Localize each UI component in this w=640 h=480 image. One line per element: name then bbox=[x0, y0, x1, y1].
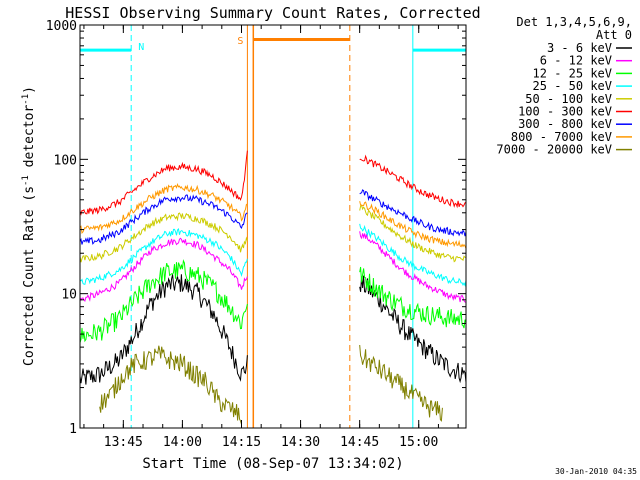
x-tick-label: 14:45 bbox=[340, 435, 379, 450]
series-line-8-seg-0 bbox=[99, 345, 242, 425]
series-lines bbox=[79, 150, 467, 425]
chart-title: HESSI Observing Summary Count Rates, Cor… bbox=[65, 4, 480, 22]
y-tick-label: 10 bbox=[61, 288, 77, 303]
y-tick-label: 100 bbox=[54, 153, 77, 168]
night-flag-label: N bbox=[138, 42, 144, 53]
y-axis-title-sup2: -1 bbox=[21, 94, 31, 105]
y-axis-title-sup1: -1 bbox=[21, 175, 31, 186]
legend-header-detectors: Det 1,3,4,5,6,9, bbox=[516, 15, 632, 29]
legend-label: 50 - 100 keV bbox=[525, 92, 612, 106]
x-tick-label: 13:45 bbox=[104, 435, 143, 450]
series-line-6-seg-0 bbox=[79, 194, 248, 245]
series-line-7-seg-0 bbox=[79, 182, 248, 234]
y-axis-title-end: ) bbox=[22, 86, 37, 94]
plot-timestamp: 30-Jan-2010 04:35 bbox=[555, 467, 637, 476]
series-line-5-seg-1 bbox=[359, 154, 467, 209]
plot-area bbox=[80, 25, 466, 428]
series-line-7-seg-1 bbox=[359, 201, 467, 249]
x-tick-label: 14:30 bbox=[281, 435, 320, 450]
legend-header-attenuator: Att 0 bbox=[596, 28, 632, 42]
plot-frame bbox=[79, 24, 467, 429]
x-tick-label: 14:15 bbox=[222, 435, 261, 450]
series-line-4-seg-0 bbox=[79, 212, 248, 263]
saa-flag-label: S bbox=[237, 36, 243, 47]
series-line-8-seg-1 bbox=[359, 344, 443, 422]
series-line-4-seg-1 bbox=[359, 204, 467, 263]
x-tick-label: 14:00 bbox=[163, 435, 202, 450]
series-line-6-seg-1 bbox=[359, 189, 467, 237]
x-tick-label: 15:00 bbox=[399, 435, 438, 450]
series-line-1-seg-0 bbox=[79, 237, 248, 303]
legend-label: 7000 - 20000 keV bbox=[496, 143, 612, 157]
y-axis-title-main: Corrected Count Rate (s bbox=[22, 186, 37, 366]
series-line-0-seg-0 bbox=[79, 274, 248, 385]
legend-label: 3 - 6 keV bbox=[547, 41, 612, 55]
legend-label: 300 - 800 keV bbox=[518, 117, 612, 131]
series-line-3-seg-1 bbox=[359, 223, 467, 287]
y-axis-title: Corrected Count Rate (s-1 detector-1) bbox=[21, 86, 37, 366]
x-axis-title: Start Time (08-Sep-07 13:34:02) bbox=[142, 456, 403, 472]
legend-label: 800 - 7000 keV bbox=[511, 130, 612, 144]
series-line-1-seg-1 bbox=[359, 231, 467, 303]
series-line-2-seg-1 bbox=[359, 266, 467, 329]
legend-label: 25 - 50 keV bbox=[533, 79, 612, 93]
legend-label: 12 - 25 keV bbox=[533, 66, 612, 80]
series-line-3-seg-0 bbox=[79, 227, 248, 285]
series-line-5-seg-0 bbox=[79, 150, 248, 216]
y-tick-label: 1 bbox=[69, 422, 77, 437]
legend-label: 6 - 12 keV bbox=[540, 54, 612, 68]
axis-ticks: 13:45 14:00 14:15 14:30 14:45 15:00 1 10 100 1000 bbox=[46, 19, 466, 450]
series-line-2-seg-0 bbox=[79, 259, 248, 343]
y-axis-title-mid: detector bbox=[22, 105, 37, 176]
legend-label: 100 - 300 keV bbox=[518, 105, 612, 119]
y-tick-label: 1000 bbox=[46, 19, 77, 34]
